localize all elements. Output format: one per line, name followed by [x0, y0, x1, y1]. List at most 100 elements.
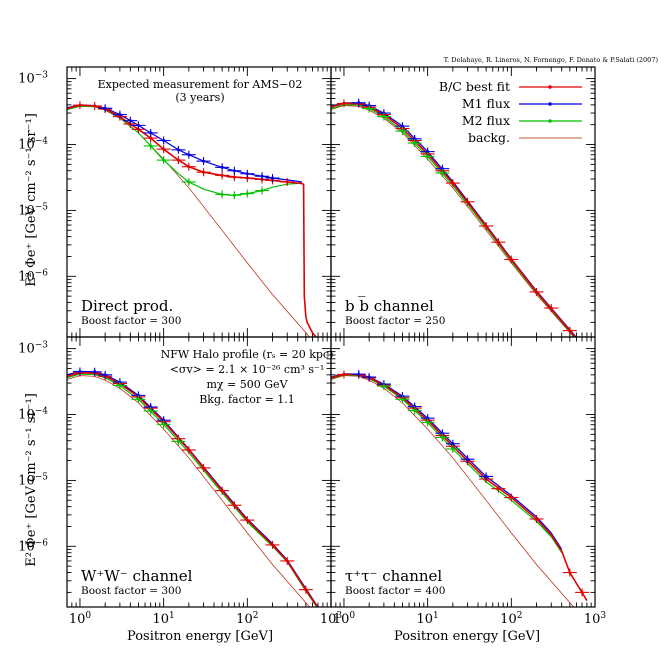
data-point-b-c-best-fit — [529, 287, 544, 296]
data-marker — [580, 590, 584, 594]
data-point-m1-flux — [351, 370, 366, 379]
data-marker — [271, 543, 275, 547]
data-point-m2-flux — [255, 186, 270, 195]
data-point-b-c-best-fit — [156, 145, 171, 154]
data-marker — [187, 448, 191, 452]
data-marker — [78, 369, 82, 373]
data-marker — [426, 150, 430, 154]
data-point-m1-flux — [131, 121, 146, 130]
data-point-b-c-best-fit — [445, 179, 460, 188]
x-tick-label-exponent: 1 — [433, 611, 439, 621]
data-point-m2-flux — [376, 382, 391, 391]
data-marker — [484, 224, 488, 228]
data-marker — [496, 240, 500, 244]
data-point-m2-flux — [156, 420, 171, 429]
data-marker — [149, 144, 153, 148]
data-marker — [451, 447, 455, 451]
x-tick-label-exponent: 3 — [600, 611, 606, 621]
x-tick-label: 100 — [333, 611, 356, 627]
data-marker — [413, 409, 417, 413]
data-point-b-c-best-fit — [265, 540, 280, 549]
annotation-measurement: Expected measurement for AMS−02 — [98, 78, 303, 91]
data-point-b-c-best-fit — [72, 101, 87, 110]
data-point-m2-flux — [435, 168, 450, 177]
series-line-m1-flux — [67, 104, 303, 183]
data-marker — [149, 405, 153, 409]
data-point-m1-flux — [240, 169, 255, 178]
data-point-b-c-best-fit — [575, 588, 590, 597]
y-tick-label-exponent: −3 — [35, 341, 49, 351]
data-marker — [245, 518, 249, 522]
data-marker — [118, 113, 122, 117]
data-point-m2-flux — [407, 406, 422, 415]
series-line-b-c-best-fit — [67, 104, 318, 337]
data-point-m2-flux — [143, 141, 158, 150]
y-tick-label-exponent: −4 — [35, 407, 49, 417]
data-marker — [162, 158, 166, 162]
data-marker — [149, 131, 153, 135]
legend: B/C best fit M1 flux M2 flux backg. — [439, 79, 582, 145]
x-tick-label-exponent: 0 — [85, 611, 91, 621]
data-marker — [103, 106, 107, 110]
data-point-m2-flux — [215, 190, 230, 199]
data-point-m1-flux — [87, 367, 102, 376]
x-tick-label: 102 — [500, 611, 522, 627]
data-point-b-c-best-fit — [491, 484, 506, 493]
data-marker — [187, 180, 191, 184]
data-marker — [440, 431, 444, 435]
data-point-m1-flux — [227, 166, 242, 175]
data-point-m2-flux — [362, 104, 377, 113]
series-line-m1-flux — [331, 373, 563, 550]
data-marker — [568, 329, 572, 333]
data-marker — [535, 290, 539, 294]
x-tick-label: 100 — [69, 611, 92, 627]
data-marker — [260, 174, 264, 178]
data-marker — [466, 457, 470, 461]
data-point-m2-flux — [395, 127, 410, 136]
data-marker — [93, 370, 97, 374]
data-point-b-c-best-fit — [336, 99, 351, 108]
data-marker — [413, 141, 417, 145]
data-point-b-c-best-fit — [562, 326, 577, 335]
legend-marker-m1-flux — [548, 102, 552, 106]
y-tick-label-exponent: −5 — [35, 472, 49, 482]
ticks-top-right — [330, 67, 596, 337]
data-marker — [220, 173, 224, 177]
data-point-m1-flux — [215, 163, 230, 172]
x-tick-label-exponent: 1 — [169, 611, 175, 621]
data-marker — [440, 171, 444, 175]
data-marker — [187, 153, 191, 157]
data-point-m1-flux — [181, 150, 196, 159]
x-tick-label-exponent: 3 — [336, 611, 342, 621]
data-marker — [202, 466, 206, 470]
data-point-b-c-best-fit — [87, 101, 102, 110]
x-tick-label: 101 — [153, 611, 175, 627]
data-marker — [232, 175, 236, 179]
data-marker — [245, 176, 249, 180]
data-point-b-c-best-fit — [298, 585, 313, 594]
data-marker — [342, 101, 346, 105]
data-point-b-c-best-fit — [491, 238, 506, 247]
data-marker — [382, 384, 386, 388]
y-tick-label-exponent: −6 — [35, 268, 49, 278]
data-marker — [400, 397, 404, 401]
data-point-b-c-best-fit — [504, 493, 519, 502]
channel-label: τ⁺τ⁻ channel — [345, 567, 442, 585]
data-point-m1-flux — [196, 157, 211, 166]
data-point-b-c-best-fit — [562, 568, 577, 577]
y-tick-label: 10−3 — [18, 341, 48, 357]
data-point-b-c-best-fit — [196, 168, 211, 177]
x-tick-label-exponent: 2 — [517, 611, 523, 621]
data-point-m1-flux — [156, 136, 171, 145]
legend-label-m1-flux: M1 flux — [462, 96, 510, 111]
data-marker — [162, 147, 166, 151]
data-point-m1-flux — [72, 367, 87, 376]
data-marker — [128, 119, 132, 123]
data-point-m1-flux — [479, 472, 494, 481]
data-marker — [93, 104, 97, 108]
ticks-bottom-left — [66, 337, 332, 607]
data-point-m1-flux — [98, 104, 113, 113]
